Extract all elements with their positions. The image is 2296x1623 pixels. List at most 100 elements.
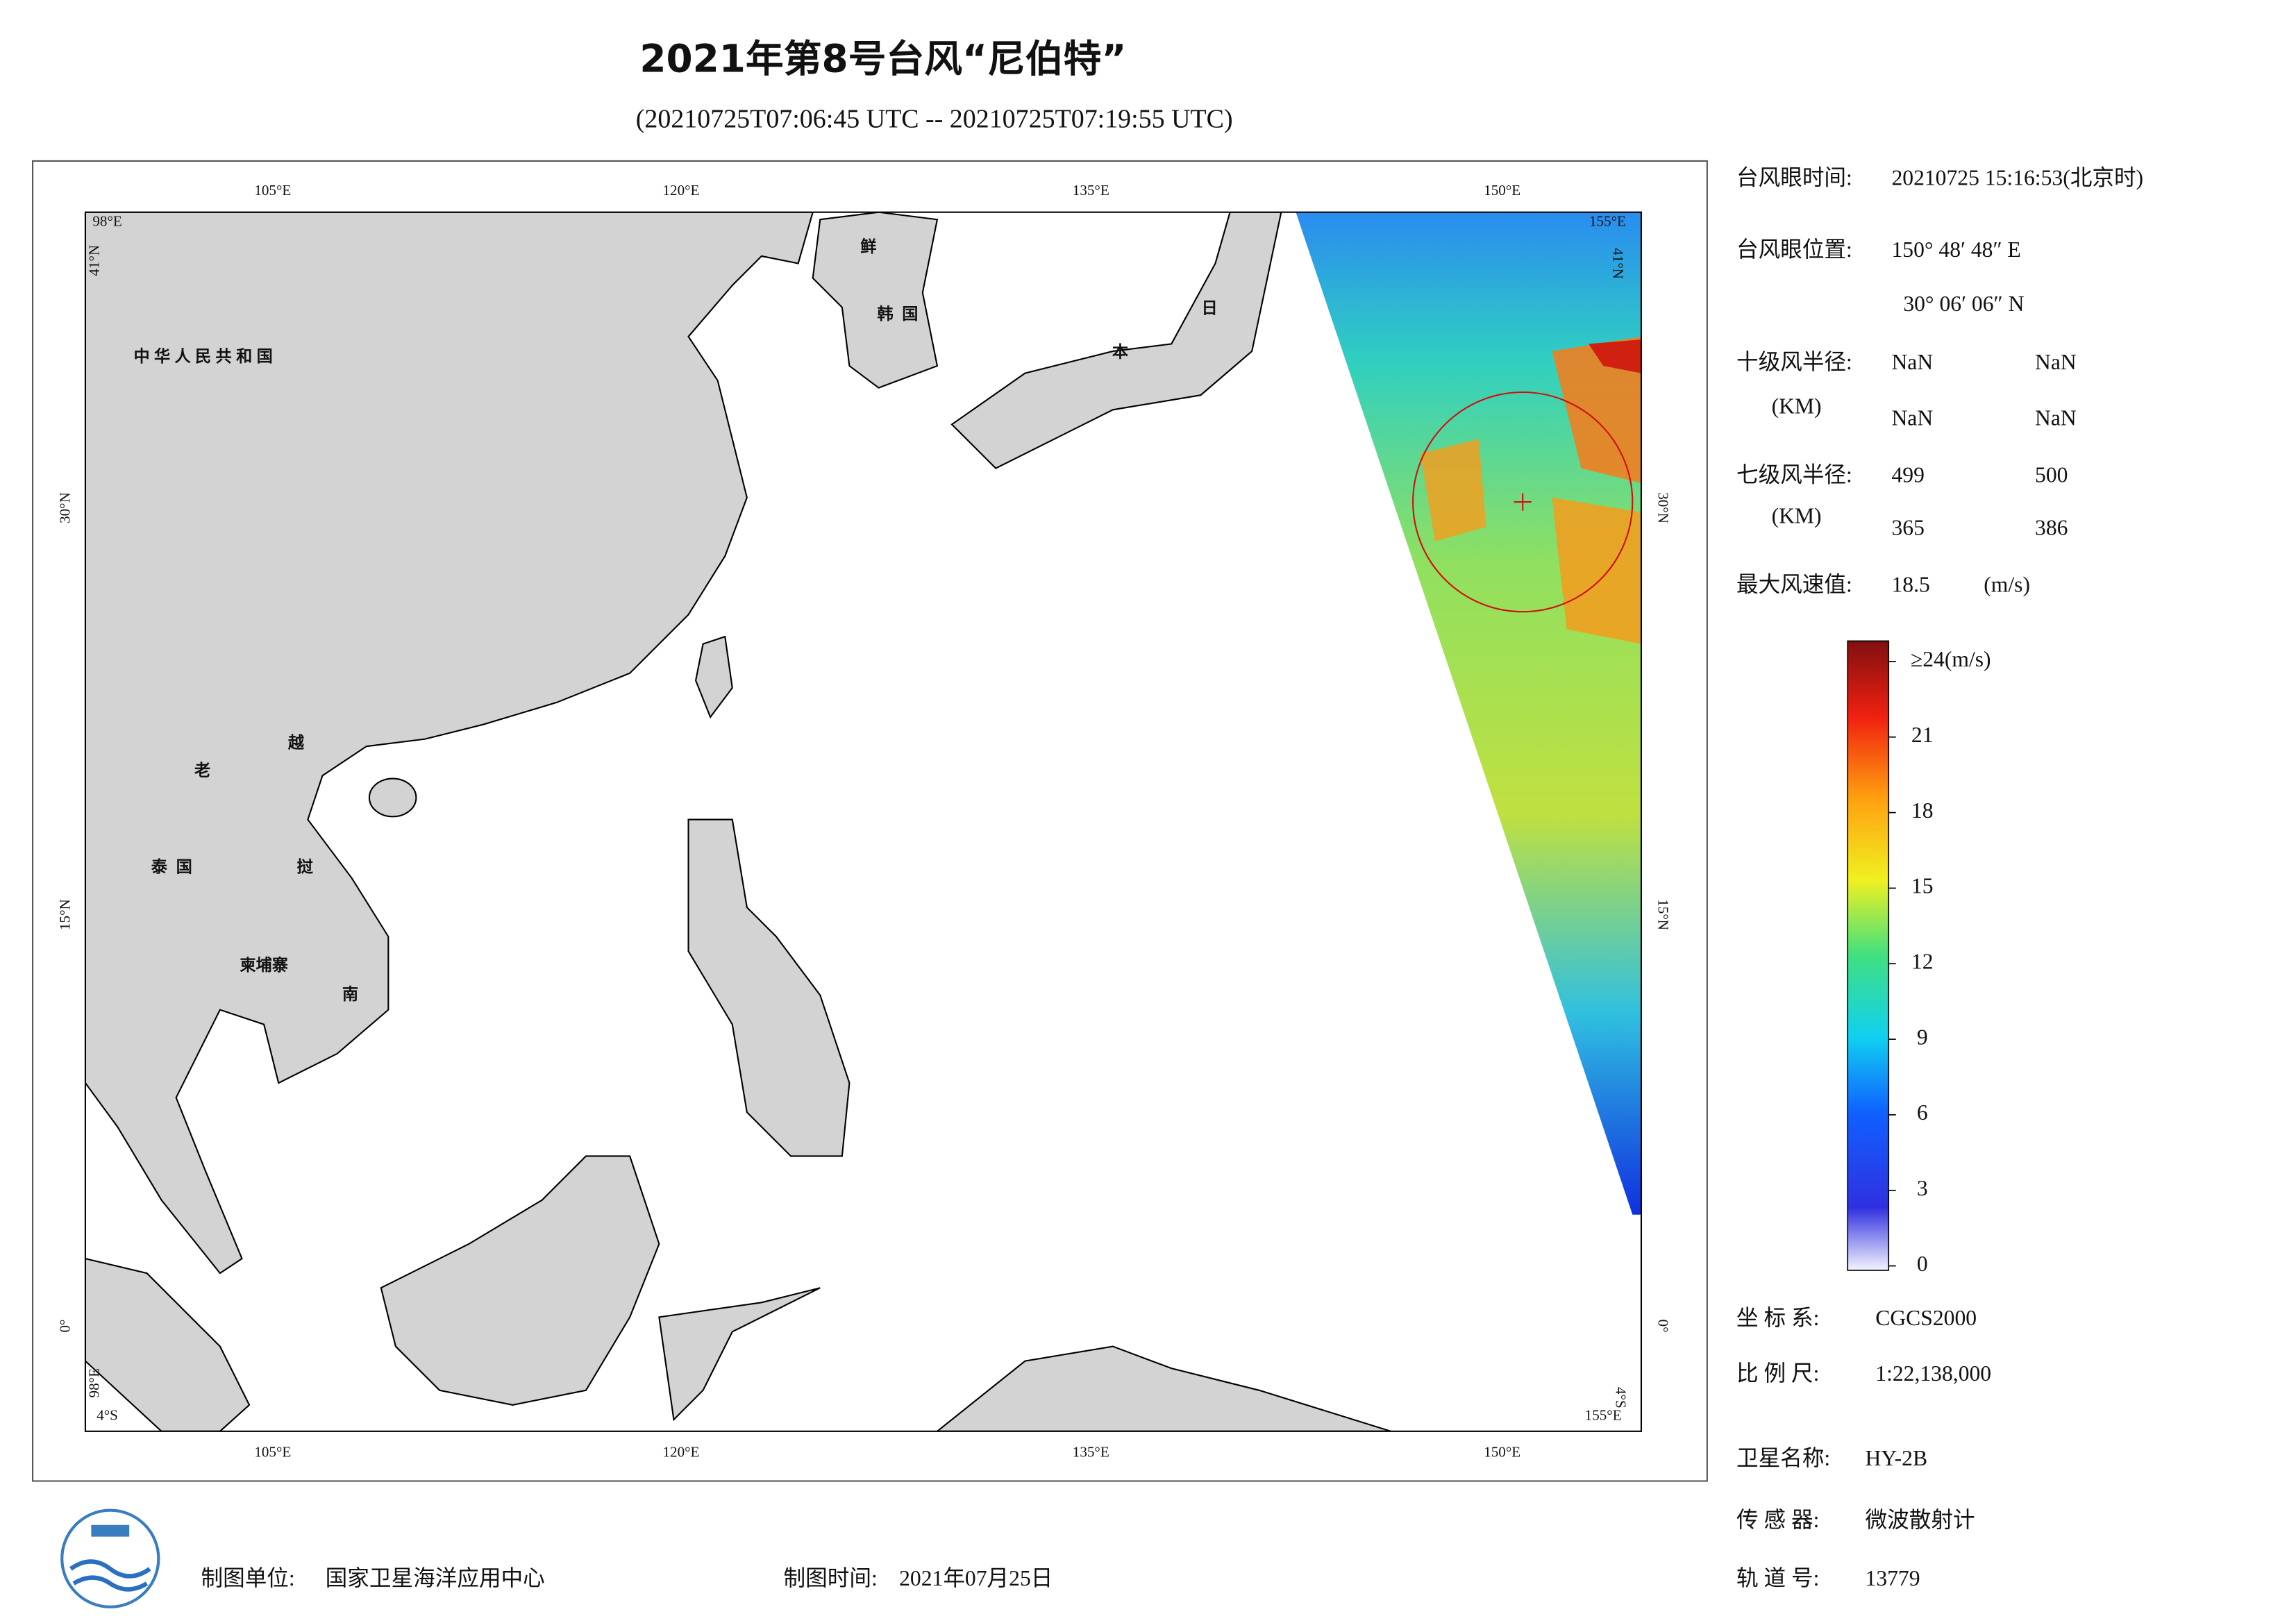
colorbar-label: 6 — [1917, 1100, 1928, 1125]
lat-label: 30°N — [1655, 492, 1672, 523]
info-value: NaN — [2035, 405, 2077, 430]
lon-label: 150°E — [1484, 182, 1520, 199]
lat-label: 30°N — [56, 492, 73, 523]
colorbar-label: 9 — [1917, 1025, 1928, 1049]
land — [687, 818, 850, 1157]
place-name: 本 — [1112, 343, 1129, 362]
meta-label: 坐 标 系: — [1736, 1306, 1819, 1330]
land — [658, 1287, 821, 1422]
colorbar-label: 21 — [1911, 723, 1934, 747]
colorbar-label: 18 — [1911, 798, 1934, 823]
corner-label: 4°S — [1612, 1387, 1629, 1408]
place-name: 鲜 — [860, 237, 876, 256]
map-labels: 105°E 120°E 135°E 150°E 105°E 120°E 135°… — [56, 182, 1671, 1460]
corner-label: 98°E — [92, 212, 121, 229]
colorbar-label: 0 — [1917, 1252, 1928, 1276]
info-value: 499 — [1891, 463, 1924, 487]
corner-label: 98°E — [86, 1368, 103, 1397]
footer-value: 国家卫星海洋应用中心 — [326, 1566, 545, 1590]
subtitle: (20210725T07:06:45 UTC -- 20210725T07:19… — [636, 105, 1233, 134]
meta-label: 轨 道 号: — [1736, 1566, 1819, 1590]
place-name: 挝 — [297, 858, 314, 877]
lat-label: 15°N — [56, 899, 73, 930]
info-value: NaN — [1891, 405, 1933, 430]
wind-radius — [1412, 391, 1634, 613]
wind-swath — [1552, 336, 1641, 483]
colorbar-label: 3 — [1917, 1176, 1928, 1200]
info-value: (m/s) — [1984, 573, 2030, 597]
land — [812, 212, 939, 389]
corner-label: 41°N — [86, 245, 103, 276]
place-name: 老 — [194, 762, 210, 780]
eye-marker — [1514, 493, 1532, 511]
place-name: 柬埔寨 — [240, 956, 288, 975]
footer-label: 制图单位: — [201, 1566, 294, 1590]
footer: 制图单位: 国家卫星海洋应用中心 制图时间: 2021年07月25日 — [201, 1566, 1053, 1590]
land — [380, 1155, 660, 1406]
lon-label: 135°E — [1073, 182, 1109, 199]
meta-label: 传 感 器: — [1736, 1508, 1819, 1532]
wind-swath — [1420, 439, 1486, 542]
lon-label: 150°E — [1484, 1443, 1520, 1460]
info-value: 500 — [2035, 463, 2068, 487]
info-value: NaN — [1891, 350, 1933, 374]
info-value: 18.5 — [1891, 573, 1929, 597]
meta-label: 比 例 尺: — [1736, 1361, 1819, 1386]
place-name: 泰国 — [151, 858, 201, 877]
info-label: 十级风半径: — [1736, 350, 1852, 374]
colorbar-ticks: 0 3 6 9 12 15 18 21 ≥24(m/s) — [1888, 647, 1991, 1276]
meta-value: 13779 — [1866, 1566, 1920, 1590]
land — [936, 1345, 1391, 1431]
info-label: 最大风速值: — [1736, 573, 1852, 597]
lat-label: 15°N — [1655, 899, 1672, 930]
lon-label: 135°E — [1073, 1443, 1109, 1460]
corner-label: 41°N — [1609, 248, 1626, 279]
wind-swath — [1296, 212, 1641, 1215]
meta-value: 微波散射计 — [1866, 1508, 1975, 1532]
logo — [60, 1508, 160, 1608]
corner-label: 155°E — [1585, 1407, 1622, 1424]
land — [950, 212, 1282, 469]
info-value: 30° 06′ 06″ N — [1903, 292, 2024, 316]
corner-label: 155°E — [1589, 212, 1626, 229]
lat-label: 0° — [56, 1320, 73, 1333]
footer-value: 2021年07月25日 — [899, 1566, 1053, 1590]
info-value: 150° 48′ 48″ E — [1891, 237, 2020, 262]
place-name: 韩国 — [877, 305, 927, 323]
info-label: (KM) — [1772, 394, 1822, 418]
colorbar — [1847, 640, 1890, 1271]
colorbar-label: 15 — [1911, 874, 1934, 898]
lon-label: 120°E — [663, 1443, 700, 1460]
lon-label: 105°E — [254, 1443, 291, 1460]
meta-label: 卫星名称: — [1736, 1446, 1830, 1470]
place-name: 南 — [342, 985, 358, 1004]
info-value: NaN — [2035, 350, 2077, 374]
wind-swath — [1589, 339, 1641, 373]
place-name: 越 — [288, 733, 305, 752]
meta-panel: 坐 标 系: CGCS2000 比 例 尺: 1:22,138,000 卫星名称… — [1736, 1306, 1991, 1590]
meta-value: CGCS2000 — [1875, 1306, 1977, 1330]
land — [85, 1257, 251, 1431]
land — [368, 777, 417, 818]
colorbar-label: 12 — [1911, 950, 1934, 974]
wind-swath — [1552, 497, 1641, 644]
info-label: 台风眼位置: — [1736, 237, 1852, 262]
lat-label: 0° — [1655, 1320, 1672, 1333]
footer-label: 制图时间: — [784, 1566, 878, 1590]
info-panel: 台风眼时间: 20210725 15:16:53(北京时) 台风眼位置: 150… — [1736, 166, 2143, 597]
colorbar-label: ≥24(m/s) — [1911, 647, 1991, 671]
info-label: 台风眼时间: — [1736, 166, 1852, 190]
meta-value: 1:22,138,000 — [1875, 1361, 1991, 1386]
map — [85, 212, 1641, 1431]
info-label: 七级风半径: — [1736, 463, 1852, 487]
land — [85, 212, 814, 1275]
place-name: 中华人民共和国 — [134, 347, 278, 366]
place-names: 中华人民共和国 鲜 韩国 日 本 老 越 泰国 挝 柬埔寨 南 — [134, 237, 1218, 1004]
lon-label: 105°E — [254, 182, 291, 199]
map-border — [84, 211, 1643, 1432]
info-value: 20210725 15:16:53(北京时) — [1891, 166, 2143, 190]
info-value: 386 — [2035, 515, 2068, 539]
info-label: (KM) — [1772, 504, 1822, 528]
info-value: 365 — [1891, 515, 1924, 539]
